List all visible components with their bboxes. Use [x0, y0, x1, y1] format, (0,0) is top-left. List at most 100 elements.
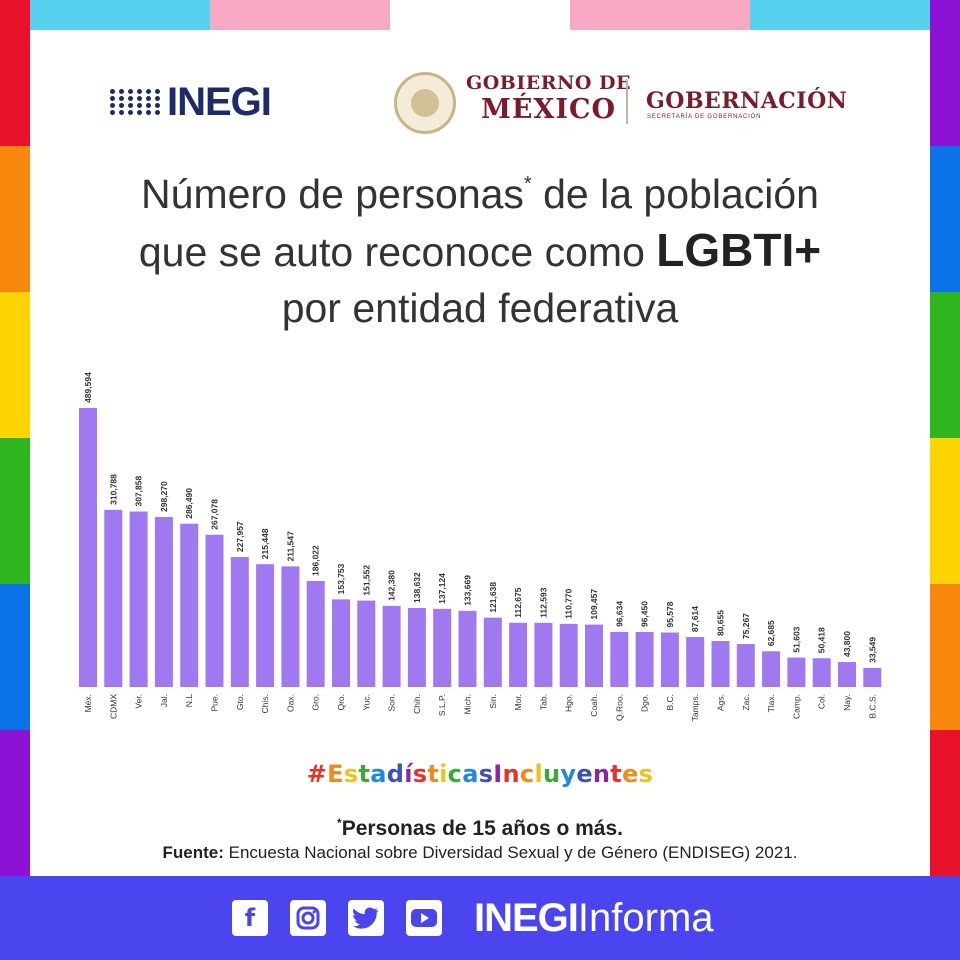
bar-Qro.: [332, 599, 350, 687]
top-border-stripe: [210, 0, 390, 30]
x-tick-label: Pue.: [210, 694, 220, 712]
footnote-asterisk: *: [337, 816, 342, 830]
data-label: 110,770: [564, 588, 574, 619]
hashtag-letter: l: [534, 760, 543, 788]
bar-Chis.: [256, 564, 275, 687]
bar-Gro.: [306, 580, 325, 687]
bar-Jal.: [154, 516, 173, 687]
bar-Camp.: [787, 657, 806, 687]
youtube-icon[interactable]: [406, 900, 442, 936]
twitter-icon[interactable]: [348, 900, 384, 936]
title-line2-a: que se auto reconoce como: [138, 229, 657, 275]
hashtag-letter: E: [327, 760, 344, 788]
x-tick-label: Tamps.: [690, 694, 700, 721]
hashtag-letter: y: [560, 760, 577, 788]
x-tick-label: Nay.: [842, 694, 852, 711]
bar-Tamps.: [686, 637, 705, 687]
data-label: 489,594: [83, 372, 93, 403]
hashtag-letter: a: [370, 760, 387, 788]
source-text: Encuesta Nacional sobre Diversidad Sexua…: [223, 843, 798, 862]
x-tick-label: Mor.: [513, 694, 523, 711]
bar-Hgo.: [559, 623, 578, 687]
data-label: 50,418: [817, 627, 827, 653]
mexico-seal-icon: [394, 72, 456, 134]
x-tick-label: Yuc.: [361, 694, 371, 711]
hashtag-letter: s: [478, 760, 494, 788]
data-label: 96,450: [640, 601, 650, 627]
instagram-icon[interactable]: [290, 900, 326, 936]
source-note: Fuente: Encuesta Nacional sobre Diversid…: [0, 843, 960, 863]
x-tick-label: B.C.: [665, 694, 675, 711]
right-border-stripe: [930, 730, 960, 876]
hashtag-letter: #: [306, 760, 328, 788]
bar-Sin.: [483, 617, 502, 687]
data-label: 227,957: [235, 521, 245, 552]
bar-S.L.P.: [433, 608, 452, 687]
bar-N.L: [180, 523, 199, 687]
data-label: 87,614: [690, 606, 700, 632]
x-tick-label: Hgo.: [564, 694, 574, 712]
bar-Coah.: [585, 624, 603, 687]
bar-Mor.: [509, 622, 528, 687]
left-border-stripe: [0, 146, 30, 292]
bar-B.C.: [660, 632, 679, 687]
data-label: 307,858: [134, 476, 144, 507]
bar-Zac.: [736, 644, 755, 687]
data-label: 80,655: [716, 610, 726, 636]
top-border-stripe: [750, 0, 930, 30]
x-tick-label: Gro.: [311, 694, 321, 711]
logo-divider: [626, 80, 628, 124]
inegi-logo: INEGI: [110, 79, 272, 124]
inegi-logo-text: INEGI: [167, 79, 272, 124]
x-tick-label: Jal.: [159, 694, 169, 707]
hashtag-letter: u: [542, 760, 561, 788]
data-label: 75,267: [741, 613, 751, 639]
x-tick-label: Mich.: [463, 694, 473, 714]
hashtag-letter: I: [493, 760, 503, 788]
x-tick-label: Son.: [387, 694, 397, 712]
hashtag-letter: c: [519, 760, 535, 788]
x-tick-label: S.L.P.: [437, 694, 447, 716]
hashtag-letter: e: [622, 760, 639, 788]
brand-rest: Informa: [577, 896, 714, 940]
data-label: 298,270: [159, 481, 169, 512]
left-border-stripe: [0, 0, 30, 146]
data-label: 138,632: [412, 572, 422, 603]
hashtag-letter: c: [447, 760, 463, 788]
data-label: 95,578: [665, 601, 675, 627]
title-line1-a: Número de personas: [141, 171, 524, 217]
bar-Tab.: [534, 622, 553, 687]
data-label: 33,549: [867, 637, 877, 663]
bar-Son.: [382, 605, 401, 687]
source-label: Fuente:: [162, 843, 224, 862]
footnote-text: Personas de 15 años o más.: [341, 817, 623, 840]
gobierno-mexico-logo: GOBIERNO DE MÉXICO: [466, 74, 631, 124]
x-tick-label: Gto.: [235, 694, 245, 710]
data-label: 153,753: [336, 563, 346, 594]
inegi-informa-logo: INEGIInforma: [474, 896, 714, 940]
left-border-stripe: [0, 730, 30, 876]
data-label: 112,675: [513, 587, 523, 618]
top-border-stripe: [570, 0, 750, 30]
data-label: 112,593: [538, 587, 548, 618]
bar-Ags.: [711, 641, 730, 687]
data-label: 215,448: [260, 528, 270, 559]
x-tick-label: Tab.: [538, 694, 548, 710]
bar-Col.: [812, 658, 831, 687]
bar-Mich.: [458, 610, 477, 687]
x-tick-label: CDMX: [108, 694, 118, 719]
data-label: 142,380: [387, 570, 397, 601]
bar-Dgo.: [635, 632, 654, 687]
x-tick-label: Coah.: [589, 694, 599, 717]
hashtag-letter: n: [592, 760, 611, 788]
hashtag-letter: t: [427, 760, 440, 788]
data-label: 267,078: [210, 499, 220, 530]
data-label: 121,638: [488, 582, 498, 613]
data-label: 186,022: [311, 545, 321, 576]
x-tick-label: Chih.: [412, 694, 422, 714]
facebook-icon[interactable]: f: [232, 900, 268, 936]
bar-Pue.: [205, 534, 224, 687]
data-label: 96,634: [614, 601, 624, 627]
data-label: 43,800: [842, 631, 852, 657]
